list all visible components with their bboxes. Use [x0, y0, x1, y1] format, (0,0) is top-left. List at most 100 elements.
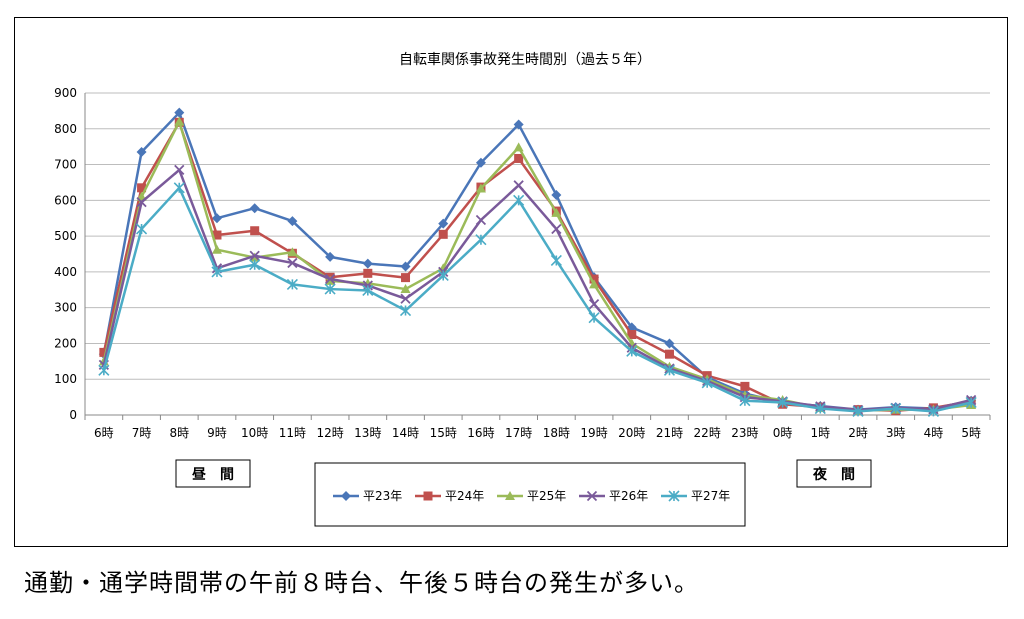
x-tick-label-12: 18時	[543, 426, 570, 440]
annotation-layer: 昼 間 夜 間	[175, 459, 872, 488]
series-0-point-6	[325, 251, 336, 262]
series-line-0	[102, 111, 972, 411]
series-0-point-12	[551, 189, 562, 200]
x-tick-label-1: 7時	[132, 426, 152, 440]
legend: 平23年 平24年 平25年 平26年 平27年	[314, 462, 746, 527]
x-tick-label-20: 2時	[848, 426, 868, 440]
series-4-point-9	[437, 269, 449, 282]
y-tick-label-500: 500	[54, 229, 77, 243]
series-2-point-2	[174, 116, 185, 126]
legend-marker-0	[341, 491, 351, 501]
series-4-point-16	[701, 377, 713, 389]
series-4-point-14	[626, 345, 638, 357]
series-1-point-13	[589, 274, 599, 284]
series-2-point-3	[211, 244, 222, 254]
series-0-point-8	[400, 261, 411, 272]
series-2-point-10	[475, 183, 486, 193]
daytime-box	[175, 459, 251, 488]
series-4-point-13	[588, 312, 600, 324]
nighttime-label: 夜 間	[812, 466, 855, 483]
chart-title: 自転車関係事故発生時間別（過去５年）	[399, 51, 651, 68]
series-1-point-9	[438, 229, 448, 239]
legend-marker-4	[668, 490, 680, 502]
x-tick-label-22: 4時	[924, 426, 944, 440]
series-1-point-7	[363, 268, 373, 278]
series-3-point-10	[475, 214, 487, 226]
y-tick-label-400: 400	[54, 265, 77, 279]
y-tick-label-600: 600	[54, 193, 77, 207]
x-tick-label-10: 16時	[467, 426, 494, 440]
series-2-point-8	[400, 284, 411, 294]
x-tick-label-23: 5時	[961, 426, 981, 440]
x-tick-label-11: 17時	[505, 426, 532, 440]
legend-label-2: 平25年	[527, 489, 566, 503]
y-tick-label-700: 700	[54, 158, 77, 172]
series-4-point-19	[814, 402, 826, 415]
series-3-point-2	[174, 164, 185, 176]
x-tick-label-21: 3時	[886, 426, 906, 440]
series-4-point-11	[513, 194, 525, 206]
y-tick-label-200: 200	[54, 336, 77, 350]
series-layer	[98, 107, 977, 417]
x-tick-label-14: 20時	[618, 426, 645, 440]
legend-marker-2	[505, 491, 515, 500]
x-tick-label-15: 21時	[656, 426, 683, 440]
daytime-label: 昼 間	[192, 467, 234, 483]
series-3-point-5	[287, 257, 298, 269]
x-tick-label-17: 23時	[731, 426, 758, 440]
x-tick-label-16: 22時	[694, 426, 721, 440]
series-0-point-3	[211, 213, 222, 224]
series-1-point-3	[212, 230, 222, 240]
series-0-point-5	[287, 216, 298, 227]
series-3-point-4	[249, 250, 260, 261]
y-tick-label-100: 100	[54, 372, 77, 386]
series-0-point-10	[475, 157, 486, 168]
legend-label-4: 平27年	[691, 489, 730, 503]
series-4-point-8	[399, 304, 412, 317]
series-4-point-5	[286, 278, 298, 290]
series-4-point-7	[362, 284, 374, 297]
series-1-point-14	[627, 330, 637, 339]
x-tick-label-18: 0時	[773, 426, 793, 440]
grid-layer	[85, 92, 990, 380]
series-4-point-20	[852, 405, 864, 417]
nighttime-box	[796, 459, 872, 488]
y-tick-label-300: 300	[54, 301, 77, 315]
series-4-point-17	[739, 395, 751, 407]
x-tick-label-5: 11時	[279, 426, 306, 440]
series-4-point-21	[890, 402, 902, 415]
series-4-point-0	[98, 364, 110, 376]
x-tick-label-8: 14時	[392, 426, 419, 440]
x-tick-label-2: 8時	[169, 426, 189, 440]
legend-label-0: 平23年	[363, 489, 402, 503]
series-0-point-4	[249, 203, 260, 214]
series-4-point-15	[663, 364, 676, 376]
series-2-point-13	[589, 279, 600, 289]
series-4-point-10	[475, 234, 487, 246]
series-3-point-1	[136, 196, 147, 208]
series-4-point-1	[135, 223, 148, 235]
chart-frame: 自転車関係事故発生時間別（過去５年） 0 100 200 300 400 500 600 70…	[14, 17, 1008, 547]
series-0-point-15	[664, 338, 675, 349]
x-tick-label-0: 6時	[94, 426, 114, 440]
series-0-point-1	[136, 147, 147, 158]
x-tick-label-6: 12時	[316, 426, 343, 440]
axis-layer: 0 100 200 300 400 500 600 700 800 900 6時 7時 8時 9時 10時 1…	[54, 86, 991, 440]
legend-label-3: 平26年	[609, 489, 648, 503]
legend-marker-1	[423, 491, 433, 501]
series-2-point-11	[513, 142, 524, 152]
series-4-point-3	[211, 266, 223, 278]
series-3-point-8	[400, 293, 411, 304]
series-4-point-23	[965, 396, 977, 409]
series-1-point-11	[514, 153, 524, 163]
series-3-point-6	[324, 273, 336, 285]
series-line-1	[102, 121, 972, 412]
x-tick-label-7: 13時	[354, 426, 381, 440]
series-3-point-13	[588, 298, 600, 310]
caption-text: 通勤・通学時間帯の午前８時台、午後５時台の発生が多い。	[24, 569, 699, 597]
series-4-point-22	[927, 405, 940, 417]
x-tick-label-19: 1時	[810, 426, 830, 440]
series-1-point-1	[137, 183, 147, 193]
series-1-point-0	[99, 347, 109, 357]
legend-marker-3	[586, 490, 598, 502]
